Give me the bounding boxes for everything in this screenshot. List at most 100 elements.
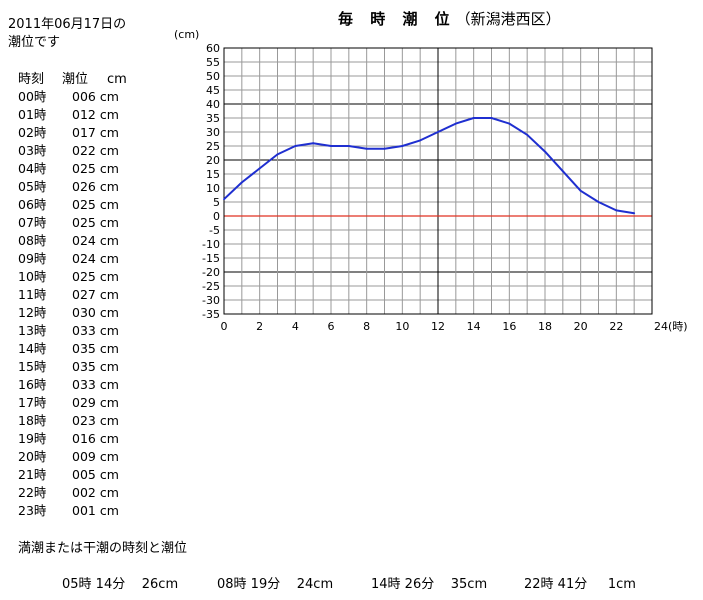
tide-data-point [383,147,386,150]
row-value: 025 cm [72,161,119,176]
chart-frame-layer [223,47,653,315]
table-row: 23時 001 cm [18,502,119,520]
row-hour: 05時 [18,179,47,194]
y-tick-label: 50 [206,70,220,83]
extreme-item: 08時 19分 24cm [217,573,333,592]
table-row: 07時 025 cm [18,214,119,232]
x-tick-label: 22 [609,320,623,333]
row-value: 024 cm [72,251,119,266]
y-tick-label: 40 [206,98,220,111]
row-hour: 20時 [18,449,47,464]
table-row: 00時 006 cm [18,88,119,106]
x-tick-label: 10 [395,320,409,333]
row-value: 022 cm [72,143,119,158]
y-tick-label: 60 [206,42,220,55]
table-row: 19時 016 cm [18,430,119,448]
tide-data-point [240,181,243,184]
extreme-item: 14時 26分 35cm [371,573,487,592]
tide-data-point [472,117,475,119]
table-row: 16時 033 cm [18,376,119,394]
x-tick-label: 2 [256,320,263,333]
x-tick-label: 20 [574,320,588,333]
chart-grid [223,47,653,315]
y-axis-label: (cm) [174,28,199,41]
tide-data-point [347,145,350,147]
row-hour: 15時 [18,359,47,374]
row-value: 029 cm [72,395,119,410]
row-value: 006 cm [72,89,119,104]
table-row: 21時 005 cm [18,466,119,484]
table-row: 14時 035 cm [18,340,119,358]
tide-data-point [561,170,564,173]
row-value: 016 cm [72,431,119,446]
row-hour: 04時 [18,161,47,176]
table-row: 06時 025 cm [18,196,119,214]
y-tick-label: -30 [202,294,220,307]
row-value: 017 cm [72,125,119,140]
col-level-label: 潮位 [62,72,89,87]
x-tick-label: 16 [502,320,516,333]
row-hour: 21時 [18,467,47,482]
extreme-time: 05時 14分 [62,577,126,592]
x-tick-label: 12 [431,320,445,333]
hourly-table: 00時 006 cm 01時 012 cm 02時 017 cm 03時 022 cm 04時 0… [18,88,119,520]
table-row: 18時 023 cm [18,412,119,430]
row-value: 002 cm [72,485,119,500]
y-tick-label: 45 [206,84,220,97]
y-tick-label: 5 [213,196,220,209]
x-tick-label: 6 [328,320,335,333]
row-value: 035 cm [72,359,119,374]
x-tick-label: 4 [292,320,299,333]
extremes-title: 満潮または干潮の時刻と潮位 [18,541,188,556]
row-value: 023 cm [72,413,119,428]
table-row: 13時 033 cm [18,322,119,340]
x-tick-label: 0 [221,320,228,333]
table-row: 04時 025 cm [18,160,119,178]
hourly-table-header: 時刻 潮位 cm [18,68,127,87]
tide-data-point [579,189,582,192]
chart-title-main: 毎 時 潮 位 [338,10,456,28]
table-row: 20時 009 cm [18,448,119,466]
y-tick-label: 55 [206,56,220,69]
table-row: 01時 012 cm [18,106,119,124]
col-unit-label: cm [107,72,127,87]
chart-title-station: （新潟港西区） [455,10,561,28]
row-value: 012 cm [72,107,119,122]
extreme-time: 22時 41分 [524,577,588,592]
row-hour: 07時 [18,215,47,230]
row-value: 033 cm [72,323,119,338]
date-heading: 2011年06月17日の [8,17,127,32]
y-tick-label: 15 [206,168,220,181]
row-value: 025 cm [72,197,119,212]
row-value: 001 cm [72,503,119,518]
table-row: 12時 030 cm [18,304,119,322]
y-tick-label: 35 [206,112,220,125]
row-hour: 09時 [18,251,47,266]
row-hour: 11時 [18,287,47,302]
extreme-time: 08時 19分 [217,577,281,592]
row-hour: 19時 [18,431,47,446]
row-value: 027 cm [72,287,119,302]
y-tick-label: 20 [206,154,220,167]
tide-data-point [401,145,404,147]
row-hour: 03時 [18,143,47,158]
row-value: 005 cm [72,467,119,482]
row-hour: 08時 [18,233,47,248]
extreme-value: 26cm [141,577,179,592]
tide-data-point [330,145,332,147]
table-row: 22時 002 cm [18,484,119,502]
tide-data-point [437,131,439,133]
x-tick-label: 18 [538,320,552,333]
extreme-item: 22時 41分 1cm [524,573,636,592]
table-row: 03時 022 cm [18,142,119,160]
x-tick-label: 8 [363,320,370,333]
y-tick-label: -35 [202,308,220,321]
tide-data-point [276,153,279,156]
y-tick-label: -15 [202,252,220,265]
row-hour: 01時 [18,107,47,122]
y-tick-label: -10 [202,238,220,251]
tide-data-point [544,150,546,153]
row-hour: 02時 [18,125,47,140]
chart-title: 毎 時 潮 位（新潟港西区） [338,8,561,29]
